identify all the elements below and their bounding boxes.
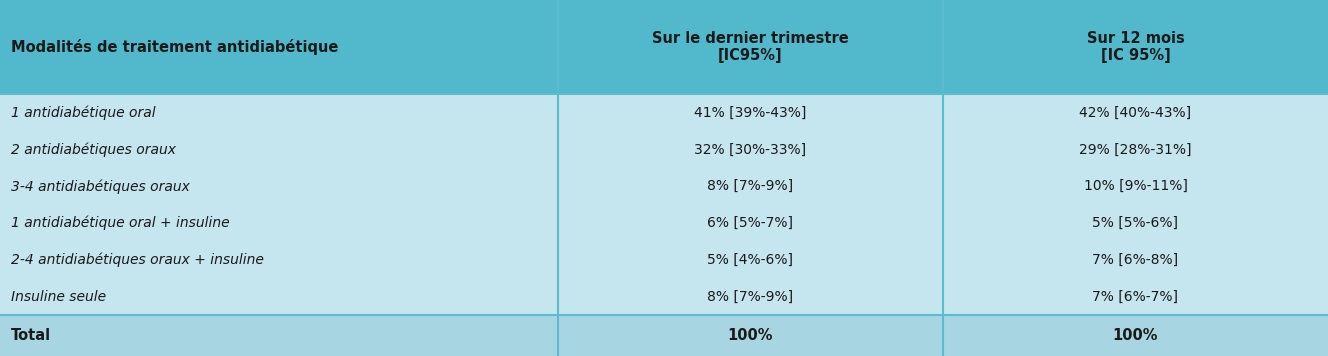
Text: Sur 12 mois
[IC 95%]: Sur 12 mois [IC 95%] [1086,31,1185,63]
Text: Insuline seule: Insuline seule [11,290,106,304]
Text: 7% [6%-8%]: 7% [6%-8%] [1093,253,1178,267]
Text: 29% [28%-31%]: 29% [28%-31%] [1080,142,1191,157]
Text: 1 antidiabétique oral: 1 antidiabétique oral [11,105,155,120]
Text: 2-4 antidiabétiques oraux + insuline: 2-4 antidiabétiques oraux + insuline [11,253,263,267]
Text: 10% [9%-11%]: 10% [9%-11%] [1084,179,1187,193]
Text: 7% [6%-7%]: 7% [6%-7%] [1093,290,1178,304]
Text: 41% [39%-43%]: 41% [39%-43%] [695,106,806,120]
Text: 32% [30%-33%]: 32% [30%-33%] [695,142,806,157]
Text: Sur le dernier trimestre
[IC95%]: Sur le dernier trimestre [IC95%] [652,31,849,63]
Text: 42% [40%-43%]: 42% [40%-43%] [1080,106,1191,120]
Text: 100%: 100% [728,328,773,343]
Bar [0,0,1328,94]
Text: 8% [7%-9%]: 8% [7%-9%] [708,290,793,304]
Text: 100%: 100% [1113,328,1158,343]
Text: 1 antidiabétique oral + insuline: 1 antidiabétique oral + insuline [11,216,230,230]
Text: Modalités de traitement antidiabétique: Modalités de traitement antidiabétique [11,39,339,55]
Text: Total: Total [11,328,50,343]
Text: 8% [7%-9%]: 8% [7%-9%] [708,179,793,193]
Text: 5% [5%-6%]: 5% [5%-6%] [1093,216,1178,230]
Text: 5% [4%-6%]: 5% [4%-6%] [708,253,793,267]
Text: 3-4 antidiabétiques oraux: 3-4 antidiabétiques oraux [11,179,190,194]
Bar [0,94,1328,315]
Text: 6% [5%-7%]: 6% [5%-7%] [708,216,793,230]
Text: 2 antidiabétiques oraux: 2 antidiabétiques oraux [11,142,175,157]
Bar [0,315,1328,356]
